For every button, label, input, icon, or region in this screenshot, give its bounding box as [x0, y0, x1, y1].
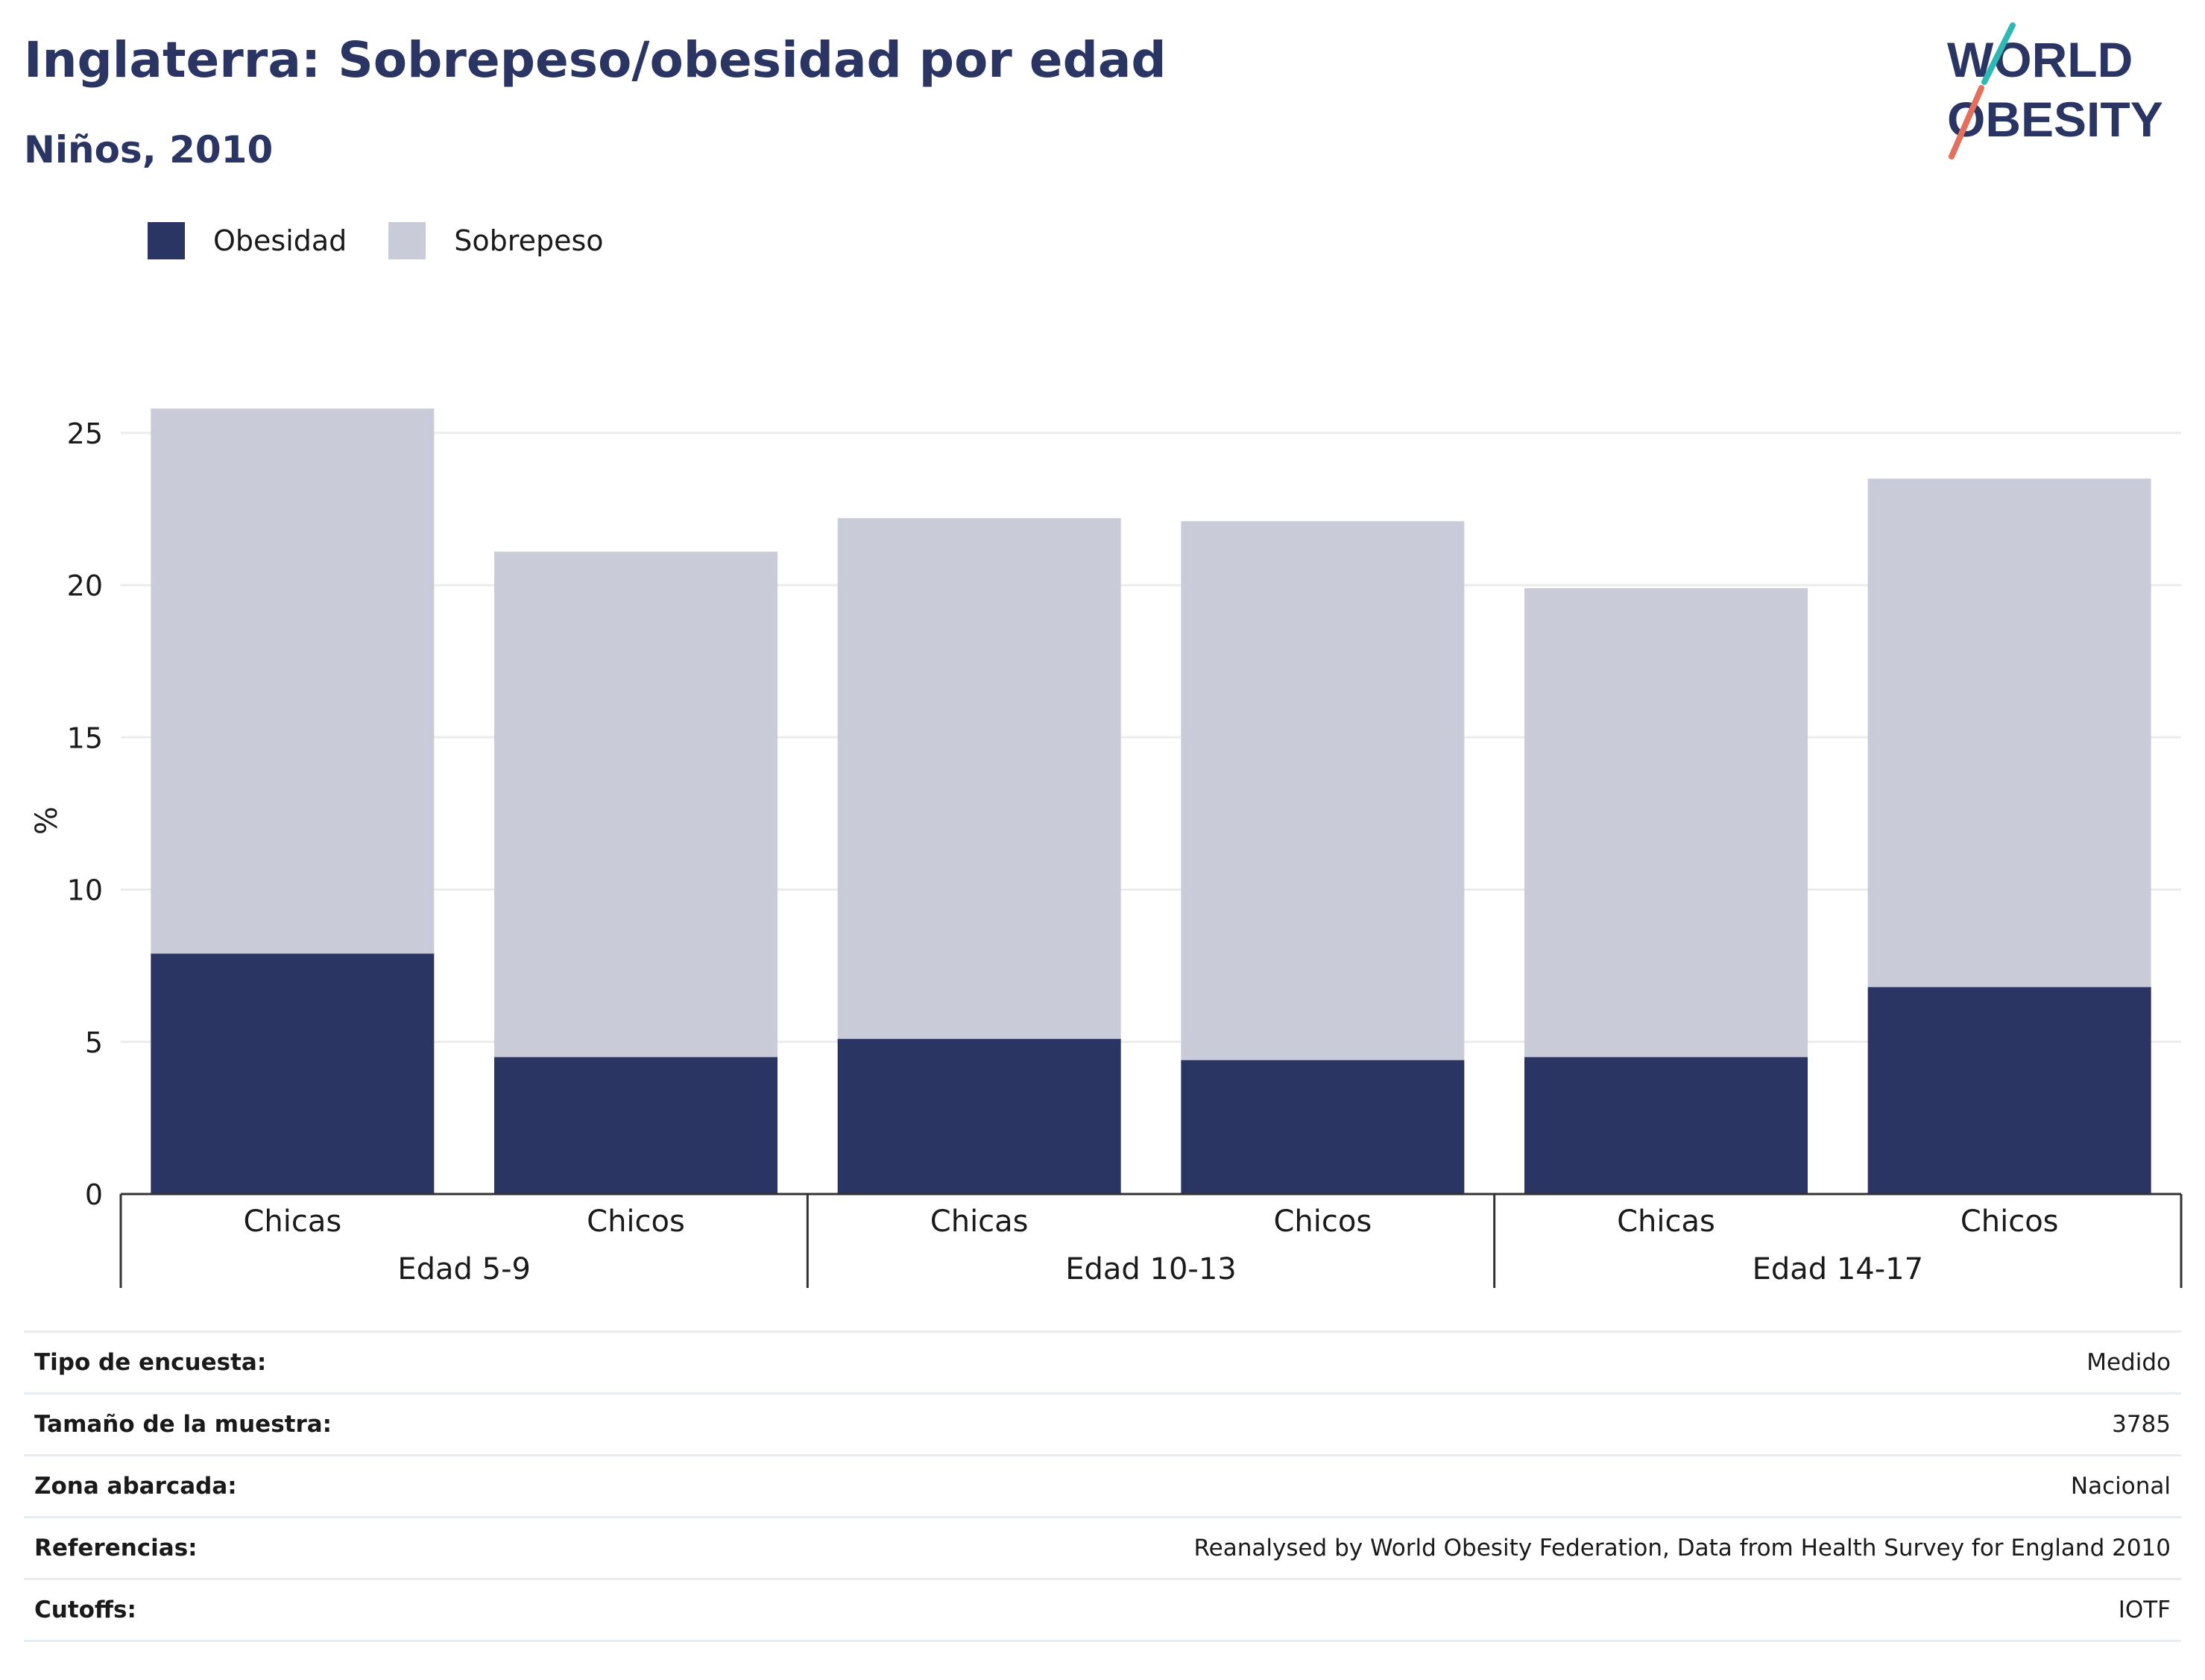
info-key: Tamaño de la muestra:	[34, 1411, 332, 1438]
stacked-bar-chart: 0 5 10 15 20 25% Chicas Chicos Chicas Chicos Chica…	[30, 408, 2183, 1288]
table-row: Tipo de encuesta: Medido	[24, 1331, 2181, 1394]
x-tick-label: Chicos	[1960, 1204, 2059, 1239]
info-key: Zona abarcada:	[34, 1473, 237, 1500]
bar-obesidad	[151, 953, 435, 1194]
bar-obesidad	[1867, 987, 2151, 1194]
table-row: Tamaño de la muestra: 3785	[24, 1393, 2181, 1456]
chart-legend: Obesidad Sobrepeso	[148, 222, 646, 259]
table-row: Referencias: Reanalysed by World Obesity…	[24, 1517, 2181, 1579]
legend-item-sobrepeso[interactable]: Sobrepeso	[388, 222, 604, 259]
info-value: 3785	[2112, 1411, 2171, 1438]
group-label: Edad 5-9	[397, 1252, 531, 1286]
y-tick-label: 15	[67, 721, 103, 754]
info-value: Medido	[2086, 1349, 2171, 1376]
y-tick-label: 20	[67, 569, 103, 602]
chart-subtitle: Niños, 2010	[24, 128, 274, 171]
survey-info-table: Tipo de encuesta: Medido Tamaño de la mu…	[24, 1330, 2181, 1642]
group-label: Edad 14-17	[1753, 1252, 1924, 1286]
x-tick-label: Chicos	[587, 1204, 685, 1239]
bar-sobrepeso	[1867, 479, 2151, 988]
bar-obesidad	[1524, 1057, 1808, 1194]
chart-title: Inglaterra: Sobrepeso/obesidad por edad	[24, 31, 1167, 89]
bar-sobrepeso	[1181, 521, 1465, 1061]
bar-obesidad	[494, 1057, 777, 1194]
bar-sobrepeso	[837, 518, 1121, 1039]
table-row: Cutoffs: IOTF	[24, 1579, 2181, 1641]
x-tick-label: Chicas	[243, 1204, 341, 1239]
info-value: Reanalysed by World Obesity Federation, …	[1193, 1535, 2171, 1561]
info-key: Referencias:	[34, 1535, 198, 1561]
svg-text:OBESITY: OBESITY	[1947, 92, 2163, 147]
info-key: Cutoffs:	[34, 1597, 136, 1623]
x-tick-label: Chicas	[1617, 1204, 1715, 1239]
y-tick-label: 5	[85, 1026, 103, 1059]
y-tick-label: 0	[85, 1178, 103, 1211]
world-obesity-logo: WORLD OBESITY	[1947, 22, 2163, 160]
x-tick-label: Chicos	[1273, 1204, 1372, 1239]
bar-sobrepeso	[151, 408, 435, 954]
bar-sobrepeso	[494, 552, 777, 1058]
info-key: Tipo de encuesta:	[34, 1349, 267, 1376]
legend-label: Sobrepeso	[454, 224, 604, 257]
y-tick-label: 25	[67, 417, 103, 450]
table-row: Zona abarcada: Nacional	[24, 1455, 2181, 1518]
y-tick-label: 10	[67, 874, 103, 907]
legend-swatch-obesidad	[148, 222, 185, 259]
y-axis-label: %	[30, 806, 64, 835]
x-tick-label: Chicas	[930, 1204, 1029, 1239]
legend-swatch-sobrepeso	[388, 222, 426, 259]
info-value: Nacional	[2070, 1473, 2171, 1500]
legend-label: Obesidad	[213, 224, 347, 257]
svg-text:WORLD: WORLD	[1947, 32, 2133, 87]
legend-item-obesidad[interactable]: Obesidad	[148, 222, 347, 259]
info-value: IOTF	[2118, 1597, 2171, 1623]
bar-sobrepeso	[1524, 588, 1808, 1058]
group-label: Edad 10-13	[1065, 1252, 1237, 1286]
bar-obesidad	[1181, 1060, 1465, 1194]
bar-obesidad	[837, 1038, 1121, 1194]
